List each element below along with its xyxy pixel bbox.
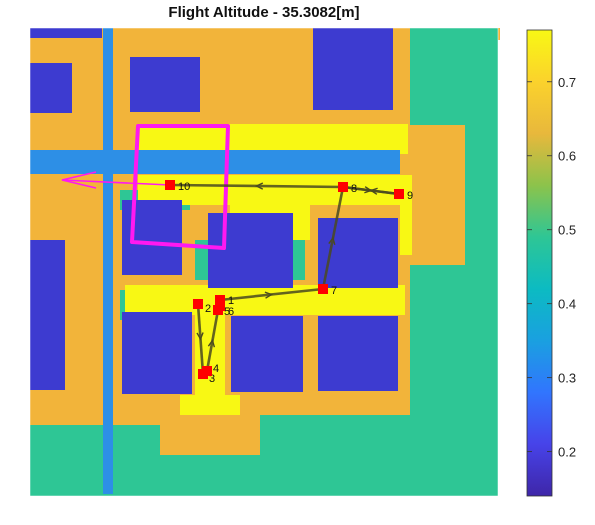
waypoint-label: 5 xyxy=(224,306,230,318)
colorbar-ticks: 0.2 0.3 0.4 0.5 0.6 0.7 xyxy=(527,75,576,460)
waypoint-marker xyxy=(215,295,225,305)
waypoint-marker xyxy=(338,182,348,192)
route-direction-arrow xyxy=(369,187,378,195)
chart-title: Flight Altitude - 35.3082[m] xyxy=(168,4,360,21)
waypoint-label: 7 xyxy=(331,285,337,297)
waypoint-marker xyxy=(394,189,404,199)
waypoint-label: 6 xyxy=(228,306,234,318)
heatmap-area xyxy=(30,28,500,496)
route-direction-arrow xyxy=(196,332,204,341)
colorbar-tick-label: 0.3 xyxy=(558,371,576,386)
waypoint-marker xyxy=(318,284,328,294)
colorbar: 0.2 0.3 0.4 0.5 0.6 0.7 xyxy=(526,29,576,497)
heatmap-frame xyxy=(29,27,499,497)
colorbar-tick-label: 0.4 xyxy=(558,297,576,312)
route-direction-arrow xyxy=(328,236,336,245)
waypoint-marker xyxy=(165,180,175,190)
colorbar-gradient xyxy=(526,29,553,497)
route-direction-arrow xyxy=(264,291,274,299)
home-vector-arrowhead xyxy=(61,171,97,189)
colorbar-tick-label: 0.6 xyxy=(558,149,576,164)
waypoint-label: 1 xyxy=(228,295,234,307)
waypoint-marker xyxy=(215,301,225,311)
waypoint-label: 3 xyxy=(209,373,215,385)
waypoint-marker xyxy=(202,366,212,376)
colorbar-tick-label: 0.7 xyxy=(558,75,576,90)
colorbar-tick-label: 0.5 xyxy=(558,223,576,238)
waypoint-label: 8 xyxy=(351,183,357,195)
waypoint-label: 10 xyxy=(178,181,190,193)
road-regions xyxy=(30,28,400,494)
route-direction-arrow xyxy=(207,338,216,348)
waypoint-label: 2 xyxy=(205,303,211,315)
waypoint-label: 4 xyxy=(213,363,219,375)
highlight-region xyxy=(130,124,230,250)
colorbar-tick-label: 0.2 xyxy=(558,445,576,460)
route-direction-arrow xyxy=(254,182,264,190)
waypoint-label: 9 xyxy=(407,190,413,202)
home-vector-line xyxy=(61,179,171,186)
waypoint-marker xyxy=(193,299,203,309)
